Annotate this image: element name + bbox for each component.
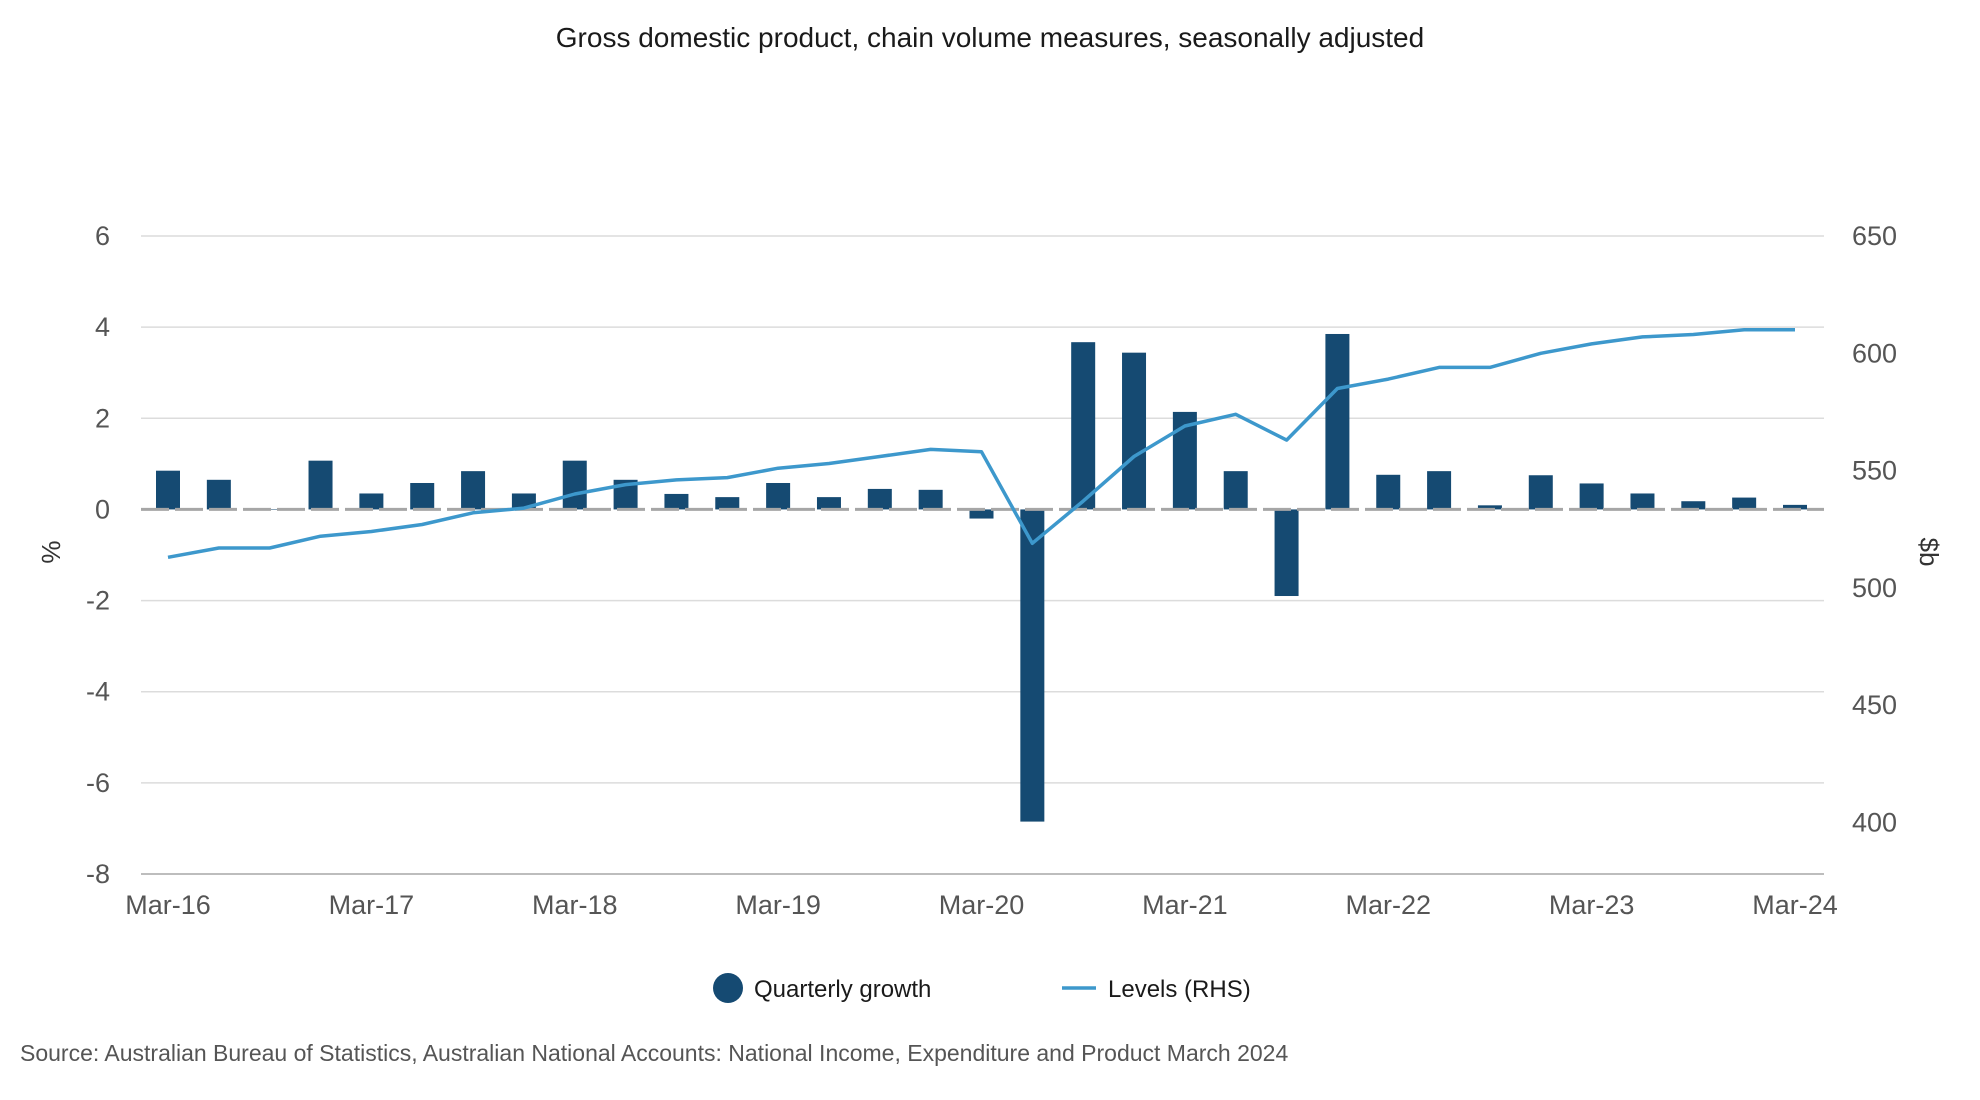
- bar: [664, 493, 689, 510]
- left-tick-label: -2: [86, 586, 110, 616]
- bar: [715, 497, 740, 510]
- chart-title: Gross domestic product, chain volume mea…: [555, 22, 1425, 53]
- bar: [918, 489, 943, 510]
- right-tick-label: 650: [1852, 221, 1897, 251]
- x-axis-ticks: Mar-16 Mar-17 Mar-18 Mar-19 Mar-20 Mar-21 Mar-…: [125, 873, 1838, 920]
- bar: [1732, 497, 1757, 510]
- bar: [816, 497, 841, 510]
- right-tick-label: 600: [1852, 338, 1897, 368]
- bar-series: [156, 333, 1807, 822]
- bar: [1122, 352, 1147, 510]
- bar: [1630, 493, 1655, 510]
- right-tick-label: 450: [1852, 690, 1897, 720]
- x-tick-label: Mar-16: [125, 890, 211, 920]
- left-axis-ticks: 6 4 2 0 -2 -4 -6 -8: [86, 221, 110, 889]
- legend: Quarterly growth Levels (RHS): [713, 973, 1251, 1003]
- bar: [1020, 509, 1045, 822]
- bar: [1071, 342, 1096, 510]
- right-axis-title: $b: [1914, 538, 1944, 567]
- legend-bar-label: Quarterly growth: [754, 976, 931, 1003]
- left-tick-label: 0: [95, 494, 110, 524]
- left-tick-label: -4: [86, 677, 110, 707]
- bar: [1681, 501, 1706, 510]
- x-tick-label: Mar-22: [1345, 890, 1431, 920]
- left-tick-label: -6: [86, 768, 110, 798]
- bar: [1274, 509, 1299, 597]
- x-tick-label: Mar-23: [1549, 890, 1635, 920]
- bar: [308, 460, 333, 510]
- left-tick-label: 6: [95, 221, 110, 251]
- bar: [1223, 471, 1248, 510]
- left-axis-title: %: [36, 540, 66, 563]
- line-series: [167, 328, 1795, 560]
- gridlines: [141, 235, 1824, 875]
- source-note: Source: Australian Bureau of Statistics,…: [20, 1040, 1289, 1066]
- levels-line: [167, 328, 1795, 560]
- bar: [766, 482, 791, 510]
- bar: [1783, 504, 1807, 510]
- legend-line-label: Levels (RHS): [1108, 976, 1251, 1003]
- bar: [1325, 333, 1350, 510]
- bar: [206, 479, 231, 510]
- bar: [1376, 474, 1401, 510]
- legend-bar-swatch: [713, 973, 743, 1003]
- x-tick-label: Mar-19: [735, 890, 821, 920]
- left-tick-label: 4: [95, 312, 110, 342]
- x-tick-label: Mar-21: [1142, 890, 1228, 920]
- bar: [156, 470, 180, 510]
- x-tick-label: Mar-24: [1752, 890, 1838, 920]
- right-axis-ticks: 650 600 550 500 450 400: [1852, 221, 1897, 837]
- right-tick-label: 550: [1852, 456, 1897, 486]
- bar: [1172, 411, 1197, 510]
- left-tick-label: -8: [86, 859, 110, 889]
- bar: [1427, 471, 1452, 510]
- bar: [1477, 505, 1502, 510]
- bar: [461, 471, 486, 510]
- bar: [562, 460, 587, 510]
- left-tick-label: 2: [95, 403, 110, 433]
- x-tick-label: Mar-17: [329, 890, 415, 920]
- bar: [1579, 483, 1604, 510]
- right-tick-label: 400: [1852, 807, 1897, 837]
- bar: [1528, 475, 1553, 510]
- bar: [359, 493, 384, 510]
- x-tick-label: Mar-20: [939, 890, 1025, 920]
- right-tick-label: 500: [1852, 573, 1897, 603]
- bar: [969, 509, 994, 519]
- x-tick-label: Mar-18: [532, 890, 618, 920]
- bar: [867, 488, 892, 510]
- bar: [410, 482, 435, 510]
